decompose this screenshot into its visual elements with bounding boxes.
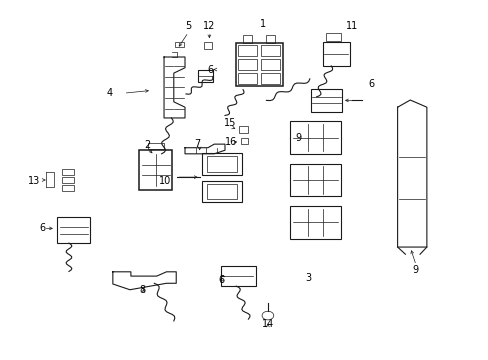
- Text: 15: 15: [223, 118, 236, 128]
- Bar: [206, 184, 236, 199]
- Bar: [61, 185, 74, 191]
- Bar: [289, 121, 340, 154]
- Bar: [289, 206, 340, 239]
- Bar: [322, 41, 349, 66]
- Text: 9: 9: [294, 133, 301, 143]
- Text: 2: 2: [143, 140, 150, 150]
- Text: 13: 13: [28, 176, 41, 186]
- Bar: [237, 59, 257, 70]
- Text: 12: 12: [203, 21, 215, 31]
- Bar: [198, 70, 212, 82]
- Bar: [61, 177, 74, 183]
- Bar: [148, 143, 163, 149]
- Bar: [310, 89, 342, 112]
- Text: 11: 11: [345, 21, 357, 31]
- Bar: [238, 126, 248, 134]
- Text: 4: 4: [106, 88, 113, 98]
- Text: 5: 5: [185, 21, 191, 31]
- Text: 10: 10: [159, 176, 171, 186]
- Text: 16: 16: [224, 138, 237, 147]
- Bar: [57, 217, 90, 243]
- Bar: [326, 33, 340, 41]
- Bar: [237, 73, 257, 84]
- Bar: [203, 41, 212, 49]
- Text: 9: 9: [411, 265, 417, 275]
- Text: 14: 14: [261, 319, 273, 329]
- Text: 6: 6: [207, 64, 213, 75]
- Text: 3: 3: [304, 273, 310, 283]
- Bar: [240, 138, 248, 144]
- Text: 8: 8: [139, 285, 145, 296]
- Bar: [261, 45, 280, 56]
- Text: 1: 1: [260, 19, 265, 29]
- Bar: [261, 59, 280, 70]
- Text: 7: 7: [194, 139, 201, 149]
- Bar: [175, 42, 183, 47]
- Bar: [221, 266, 256, 286]
- Bar: [201, 181, 241, 202]
- Text: 6: 6: [368, 79, 374, 89]
- Bar: [243, 36, 251, 42]
- Text: 6: 6: [40, 224, 45, 233]
- Bar: [289, 163, 340, 197]
- Bar: [206, 156, 236, 172]
- Bar: [201, 153, 241, 175]
- Bar: [139, 150, 172, 190]
- Bar: [61, 169, 74, 175]
- Text: 6: 6: [218, 275, 224, 285]
- Bar: [261, 73, 280, 84]
- Bar: [237, 45, 257, 56]
- Bar: [266, 36, 275, 42]
- Bar: [235, 43, 282, 86]
